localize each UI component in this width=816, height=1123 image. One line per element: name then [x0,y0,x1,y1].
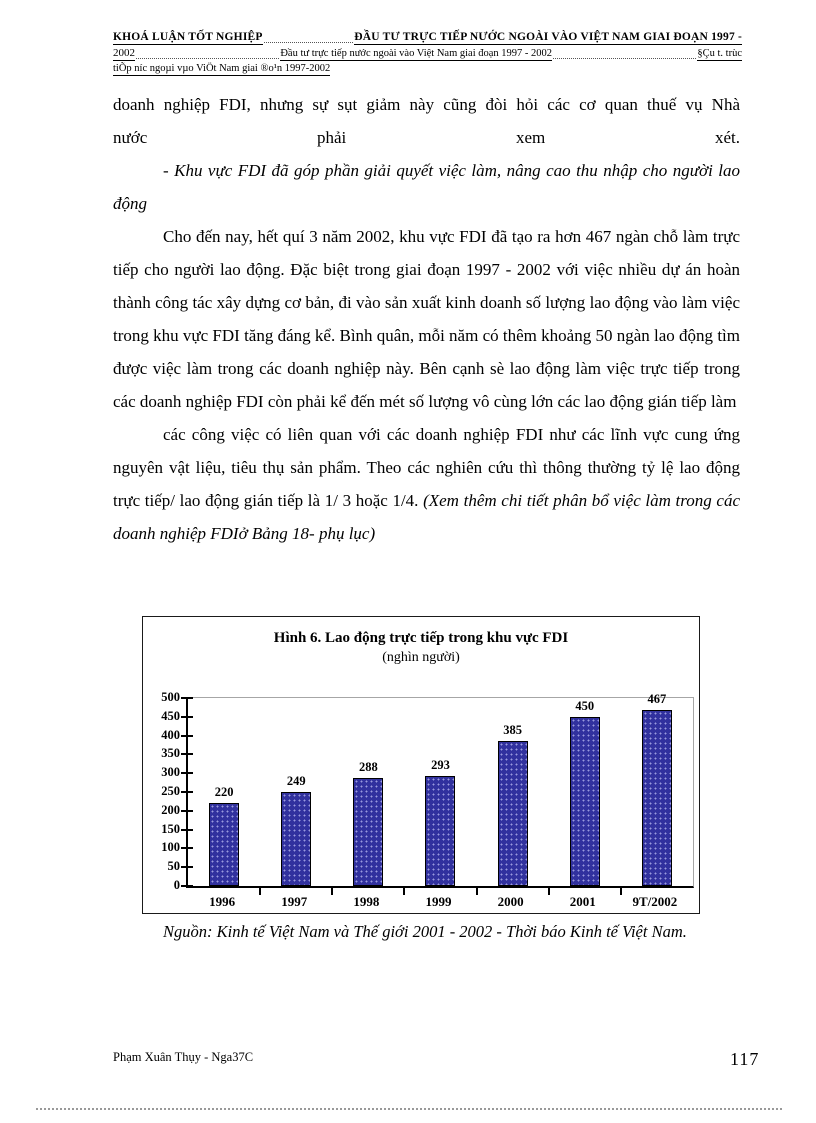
bar-column: 249 [260,698,332,886]
x-axis-tick-mark [331,888,334,895]
chart-bar [497,741,528,886]
y-axis-tick-label: 250 [161,784,180,798]
paragraph-italic-note: (Xem thêm chi tiết phân bổ việc làm tron… [113,491,740,543]
x-axis-category-label: 1999 [425,894,452,909]
x-axis-tick-mark [619,888,622,895]
x-axis-category-label: 1997 [281,894,308,909]
chart-bar [281,792,312,886]
chart-bar [209,803,240,886]
x-axis-tick-mark [403,888,406,895]
x-axis-category-label: 1998 [353,894,380,909]
y-axis-tick-label: 0 [173,878,180,892]
header-subtitle: Đầu tư trực tiếp nước ngoài vào Việt Nam… [280,48,553,61]
dot-leader [553,58,697,59]
bars-container: 220 249 288 293 385 450 467 [188,692,693,886]
chart-bar [641,710,672,886]
y-axis-tick-label: 500 [161,690,180,704]
y-axis-tick-mark [181,734,193,737]
y-axis-tick-label: 150 [161,821,180,836]
paragraph-continuation-line: doanh nghiệp FDI, nhưng sự sụt giảm này … [113,95,740,114]
header-row-2: 2002 Đầu tư trực tiếp nước ngoài vào Việ… [113,47,743,61]
paragraph-continuation-line: nước phải xem xét. [113,128,740,147]
y-axis-tick-label: 50 [167,859,181,874]
bar-value-label: 288 [358,760,378,774]
y-axis-tick-mark [181,866,193,869]
y-axis-tick-label: 100 [161,840,180,855]
footer-author: Phạm Xuân Thụy - Nga37C [113,1050,254,1064]
bar-value-label: 293 [431,758,450,772]
chart-bar [425,776,456,886]
x-axis-category-label: 1996 [209,894,236,909]
chart-subtitle: (nghìn người) [382,650,460,665]
bar-column: 220 [188,698,260,886]
y-axis-tick-mark [181,885,193,887]
x-axis-category-label: 2000 [497,894,524,909]
y-axis-tick-mark [181,847,193,850]
paragraph-regular-text: các công việc có liên quan với các doanh… [113,425,740,510]
chart-bar [569,717,600,886]
x-axis-tick-mark [475,888,478,895]
bar-column: 288 [332,698,404,886]
bar-value-label: 249 [286,774,306,788]
y-axis-tick-mark [181,809,193,812]
x-axis-labels: 1996 1997 1998 1999 2000 2001 9T/2002 [186,894,691,910]
header-thesis-title: KHOÁ LUẬN TỐT NGHIỆP [113,31,263,45]
bar-column: 293 [404,698,476,886]
x-axis-tick-mark [259,888,262,895]
y-axis-tick-mark [181,753,193,756]
bar-column: 450 [549,698,621,886]
bar-value-label: 220 [214,785,234,799]
bar-column: 385 [477,698,549,886]
body-paragraph: các công việc có liên quan với các doanh… [113,418,740,550]
header-legacy-text-2: tiÕp níc ngoµi vµo ViÖt Nam giai ®o¹n 19… [113,63,331,76]
plot-area: 220 249 288 293 385 450 467 0 50 100 150 200 250 300… [161,690,694,895]
page-number: 117 [730,1049,760,1069]
chart-title: Hình 6. Lao động trực tiếp trong khu vực… [273,630,569,646]
bar-value-label: 385 [503,723,522,737]
bar-value-label: 467 [647,692,667,706]
body-paragraph: Cho đến nay, hết quí 3 năm 2002, khu vực… [113,227,740,411]
x-axis-category-label: 9T/2002 [632,894,678,909]
dot-leader [136,58,280,59]
section-heading-italic: - Khu vực FDI đã góp phần giải quyết việ… [113,161,740,213]
dot-leader [263,42,354,43]
y-axis-tick-mark [181,715,193,718]
y-axis-tick-mark [181,697,193,699]
y-axis-tick-label: 450 [161,708,180,723]
source-note: Nguồn: Kinh tế Việt Nam và Thế giới 2001… [163,922,687,941]
y-axis-tick-mark [181,791,193,793]
header-legacy-text: §Çu t. trùc [697,48,743,61]
header-row-1: KHOÁ LUẬN TỐT NGHIỆP ĐẦU TƯ TRỰC TIẾP NƯ… [113,31,742,45]
y-axis-tick-mark [181,828,193,831]
bar-value-label: 450 [575,699,595,713]
y-axis-tick-label: 300 [161,765,180,780]
header-subject-title: ĐẦU TƯ TRỰC TIẾP NƯỚC NGOÀI VÀO VIỆT NAM… [354,31,742,45]
y-axis-tick-label: 400 [161,727,180,742]
page-header: KHOÁ LUẬN TỐT NGHIỆP ĐẦU TƯ TRỰC TIẾP NƯ… [113,31,743,78]
y-axis-tick-label: 350 [161,746,180,761]
y-axis-tick-mark [181,772,193,775]
bar-column: 467 [621,692,693,886]
x-axis-tick-mark [547,888,550,895]
header-year: 2002 [113,47,135,61]
bottom-dotted-border [36,1108,782,1110]
y-axis-tick-label: 200 [161,802,180,817]
figure-6-chart: Hình 6. Lao động trực tiếp trong khu vực… [142,616,700,914]
header-row-3: tiÕp níc ngoµi vµo ViÖt Nam giai ®o¹n 19… [113,63,742,76]
document-body: doanh nghiệp FDI, nhưng sự sụt giảm này … [113,88,740,550]
x-axis-category-label: 2001 [569,894,596,909]
chart-bar [353,778,384,886]
